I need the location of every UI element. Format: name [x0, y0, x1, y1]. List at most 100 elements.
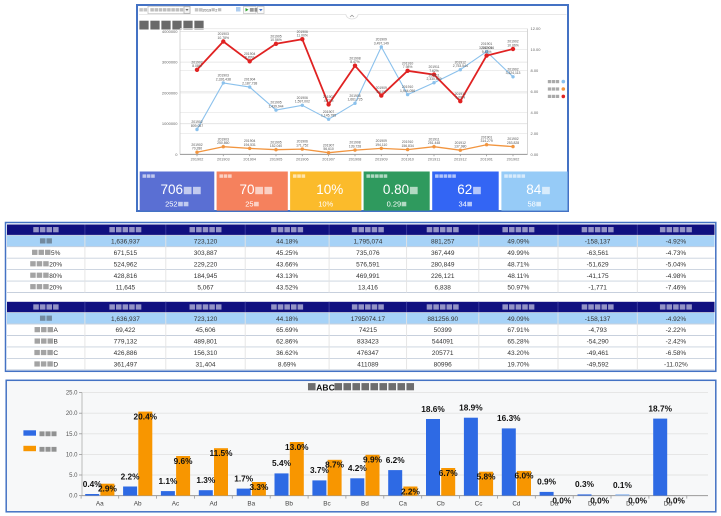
svg-text:5.8%: 5.8%: [477, 472, 497, 482]
svg-text:8.00: 8.00: [531, 68, 540, 73]
svg-text:489,801: 489,801: [194, 339, 218, 346]
svg-text:Bb: Bb: [285, 500, 293, 507]
svg-text:201911: 201911: [428, 65, 439, 69]
svg-text:16.3%: 16.3%: [497, 413, 521, 423]
svg-text:779,132: 779,132: [114, 339, 138, 346]
svg-text:253,828: 253,828: [507, 141, 519, 145]
svg-text:201906: 201906: [297, 140, 308, 144]
svg-text:3.3%: 3.3%: [249, 482, 269, 492]
svg-text:Cb: Cb: [437, 500, 446, 507]
svg-text:3.7%: 3.7%: [310, 465, 330, 475]
svg-text:706: 706: [161, 182, 184, 197]
svg-text:201912: 201912: [455, 60, 466, 64]
svg-text:201903: 201903: [218, 74, 229, 78]
svg-text:2000000: 2000000: [162, 90, 178, 95]
svg-text:13,416: 13,416: [358, 284, 378, 291]
svg-text:201912: 201912: [454, 158, 467, 162]
svg-text:10.00: 10.00: [531, 47, 542, 52]
svg-text:4.77%: 4.77%: [324, 99, 334, 103]
svg-text:84: 84: [526, 182, 542, 197]
svg-text:201912: 201912: [455, 141, 466, 145]
svg-text:80996: 80996: [434, 362, 452, 369]
svg-text:8.89%: 8.89%: [245, 56, 255, 60]
svg-text:-54,290: -54,290: [587, 339, 609, 346]
svg-text:201904: 201904: [244, 78, 255, 82]
svg-text:-49,461: -49,461: [587, 350, 609, 357]
svg-text:Bc: Bc: [323, 500, 331, 507]
svg-text:881256.90: 881256.90: [427, 316, 458, 323]
svg-text:201905: 201905: [270, 34, 281, 38]
svg-text:43.13%: 43.13%: [276, 273, 298, 280]
svg-text:-1,771: -1,771: [588, 284, 607, 291]
svg-text:426,886: 426,886: [114, 350, 138, 357]
svg-text:-4.98%: -4.98%: [666, 273, 687, 280]
svg-text:Dc: Dc: [626, 500, 635, 507]
svg-text:Ab: Ab: [134, 500, 142, 507]
svg-text:201904: 201904: [243, 158, 256, 162]
svg-text:5.4%: 5.4%: [272, 458, 292, 468]
svg-text:194,110: 194,110: [375, 143, 387, 147]
svg-text:-4.92%: -4.92%: [666, 239, 687, 246]
svg-text:5.0: 5.0: [69, 473, 78, 479]
svg-text:-41,175: -41,175: [587, 273, 609, 280]
svg-text:2.00: 2.00: [531, 131, 540, 136]
svg-text:280,849: 280,849: [431, 261, 455, 268]
svg-text:226,121: 226,121: [431, 273, 455, 280]
svg-text:576,591: 576,591: [356, 261, 380, 268]
svg-text:58: 58: [528, 199, 536, 208]
svg-text:201908: 201908: [349, 94, 360, 98]
svg-text:69,422: 69,422: [115, 327, 135, 334]
svg-text:74215: 74215: [359, 327, 377, 334]
svg-text:-158,137: -158,137: [585, 316, 611, 323]
svg-text:9.43%: 9.43%: [482, 50, 492, 54]
svg-text:11.5%: 11.5%: [209, 448, 233, 458]
svg-text:723,120: 723,120: [194, 316, 218, 323]
svg-text:201902: 201902: [507, 158, 520, 162]
svg-text:50399: 50399: [434, 327, 452, 334]
svg-text:-6.58%: -6.58%: [666, 350, 687, 357]
svg-text:Cd: Cd: [512, 500, 521, 507]
svg-text:201907: 201907: [323, 143, 334, 147]
svg-text:43.52%: 43.52%: [276, 284, 298, 291]
svg-text:4000000: 4000000: [162, 29, 178, 34]
svg-text:1.1%: 1.1%: [158, 476, 178, 486]
svg-text:18.7%: 18.7%: [648, 403, 672, 413]
svg-text:2,753,544: 2,753,544: [453, 64, 468, 68]
svg-text:67.91%: 67.91%: [507, 327, 529, 334]
svg-text:881,257: 881,257: [431, 239, 455, 246]
svg-text:Ad: Ad: [209, 500, 217, 507]
svg-text:D: D: [53, 362, 58, 369]
svg-text:8.69%: 8.69%: [278, 362, 297, 369]
svg-text:2: 2: [215, 7, 217, 12]
svg-text:201906: 201906: [296, 158, 309, 162]
svg-text:70,280: 70,280: [192, 147, 202, 151]
svg-text:Dd: Dd: [664, 500, 673, 507]
svg-text:2.2%: 2.2%: [121, 471, 141, 481]
svg-text:201911: 201911: [428, 158, 440, 162]
svg-text:49.99%: 49.99%: [507, 250, 529, 257]
svg-text:25: 25: [245, 199, 253, 208]
svg-text:65.69%: 65.69%: [276, 327, 298, 334]
svg-text:43.66%: 43.66%: [276, 261, 298, 268]
svg-text:6.00: 6.00: [531, 89, 540, 94]
svg-text:5.61%: 5.61%: [376, 90, 386, 94]
svg-text:31,404: 31,404: [196, 362, 216, 369]
svg-text:201902: 201902: [507, 67, 518, 71]
svg-text:201905: 201905: [270, 101, 281, 105]
svg-text:201901: 201901: [481, 135, 492, 139]
svg-text:314,279: 314,279: [480, 139, 492, 143]
svg-text:252: 252: [165, 199, 178, 208]
svg-text:201903: 201903: [217, 158, 230, 162]
svg-text:1.3%: 1.3%: [196, 475, 216, 485]
svg-text:9.9%: 9.9%: [363, 455, 383, 465]
svg-text:735,076: 735,076: [356, 250, 380, 257]
svg-text:-5.04%: -5.04%: [666, 261, 687, 268]
svg-text:5.08%: 5.08%: [455, 96, 465, 100]
svg-text:3,497,149: 3,497,149: [374, 41, 389, 45]
svg-text:201912: 201912: [455, 92, 466, 96]
svg-text:2.9%: 2.9%: [98, 484, 118, 494]
svg-text:201904: 201904: [244, 139, 255, 143]
svg-text:201910: 201910: [402, 140, 413, 144]
svg-text:250,860: 250,860: [217, 141, 229, 145]
svg-text:20.4%: 20.4%: [134, 411, 158, 421]
